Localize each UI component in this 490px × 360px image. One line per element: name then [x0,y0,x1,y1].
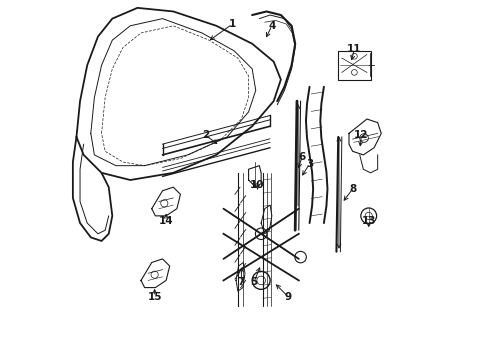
Text: 7: 7 [238,277,245,287]
Text: 5: 5 [250,277,258,287]
Text: 11: 11 [347,44,362,54]
Text: 9: 9 [285,292,292,302]
Text: 2: 2 [202,130,209,140]
Text: 10: 10 [250,180,265,190]
Text: 14: 14 [159,216,173,226]
Text: 8: 8 [349,184,356,194]
Bar [338,51,370,80]
Text: 4: 4 [268,21,275,31]
Text: 15: 15 [147,292,162,302]
Text: 1: 1 [229,19,236,29]
Text: 3: 3 [306,159,313,169]
Text: 13: 13 [362,216,376,226]
Text: 12: 12 [354,130,369,140]
Text: 6: 6 [299,152,306,162]
